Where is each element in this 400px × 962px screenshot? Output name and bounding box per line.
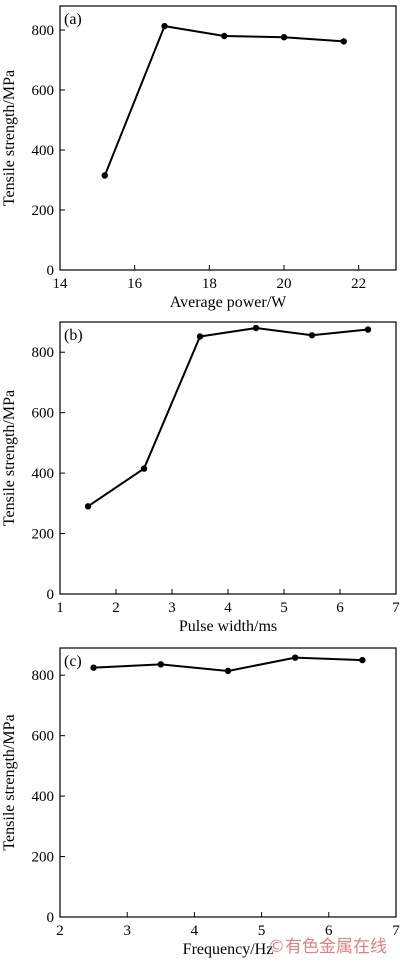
y-axis-label: Tensile strength/MPa xyxy=(1,714,18,850)
x-tick-label: 4 xyxy=(191,923,199,939)
x-tick-label: 16 xyxy=(127,276,143,292)
x-tick-label: 22 xyxy=(351,276,366,292)
data-point xyxy=(224,667,232,675)
data-point xyxy=(292,654,299,661)
data-point xyxy=(308,332,316,339)
y-tick-label: 800 xyxy=(32,668,55,684)
data-point xyxy=(221,32,228,40)
x-tick-label: 3 xyxy=(123,923,131,939)
data-point xyxy=(84,503,92,510)
data-point xyxy=(359,656,366,664)
plot-frame xyxy=(59,5,397,271)
y-tick-label: 400 xyxy=(32,466,55,482)
y-tick-label: 0 xyxy=(47,910,55,926)
data-point xyxy=(90,664,97,671)
data-point xyxy=(157,661,164,668)
data-point xyxy=(280,34,288,41)
y-tick-label: 600 xyxy=(32,406,55,422)
y-tick-label: 400 xyxy=(32,789,55,805)
x-tick-label: 2 xyxy=(56,923,64,939)
chart-panel-2: 1 2 3 4 5 6 7 0 200 400 600 800 Pulse width/ms Tensil… xyxy=(1,321,400,635)
x-tick-label: 2 xyxy=(112,600,120,616)
x-tick-label: 1 xyxy=(56,600,64,616)
y-tick-label: 200 xyxy=(32,527,55,543)
y-tick-label: 600 xyxy=(32,729,55,745)
data-point xyxy=(161,22,168,30)
y-tick-label: 600 xyxy=(32,83,55,99)
series-line xyxy=(87,327,369,508)
plot-frame xyxy=(59,647,397,918)
data-point xyxy=(140,465,148,472)
data-point xyxy=(101,172,109,179)
y-tick-label: 200 xyxy=(32,203,55,219)
panel-label: (a) xyxy=(64,11,82,28)
x-tick-label: 20 xyxy=(277,276,292,292)
y-tick-label: 800 xyxy=(32,23,55,39)
x-tick-label: 6 xyxy=(336,600,344,616)
x-tick-label: 4 xyxy=(224,600,232,616)
data-point xyxy=(340,38,347,45)
x-tick-label: 5 xyxy=(258,923,266,939)
y-axis-label: Tensile strength/MPa xyxy=(1,70,18,206)
panel-label: (c) xyxy=(64,653,82,670)
y-tick-label: 800 xyxy=(32,345,55,361)
y-tick-label: 0 xyxy=(47,263,55,279)
panel-label: (b) xyxy=(64,327,83,344)
data-point xyxy=(196,333,204,340)
data-point xyxy=(364,326,372,333)
x-tick-label: 5 xyxy=(280,600,288,616)
y-tick-label: 200 xyxy=(32,850,55,866)
x-tick-label: 6 xyxy=(325,923,333,939)
y-tick-label: 0 xyxy=(47,587,55,603)
y-axis-label: Tensile strength/MPa xyxy=(1,390,18,526)
x-axis-label: Pulse width/ms xyxy=(179,618,277,635)
x-axis-label: Average power/W xyxy=(170,294,287,311)
x-tick-label: 14 xyxy=(53,276,69,292)
x-tick-label: 3 xyxy=(168,600,176,616)
watermark: ©有色金属在线 xyxy=(268,937,387,957)
x-tick-label: 18 xyxy=(202,276,217,292)
chart-panel-1: 14 16 18 20 22 0 200 400 600 800 Average power/W Te… xyxy=(1,5,397,311)
x-tick-label: 7 xyxy=(392,923,400,939)
y-tick-label: 400 xyxy=(32,143,55,159)
series-line xyxy=(103,24,344,176)
x-axis-label: Frequency/Hz xyxy=(183,941,274,958)
data-point xyxy=(252,324,260,332)
chart-panel-3: 2 3 4 5 6 7 0 200 400 600 800 Frequency/Hz Tensile s… xyxy=(1,647,400,958)
x-tick-label: 7 xyxy=(392,600,400,616)
plot-frame xyxy=(59,321,397,595)
